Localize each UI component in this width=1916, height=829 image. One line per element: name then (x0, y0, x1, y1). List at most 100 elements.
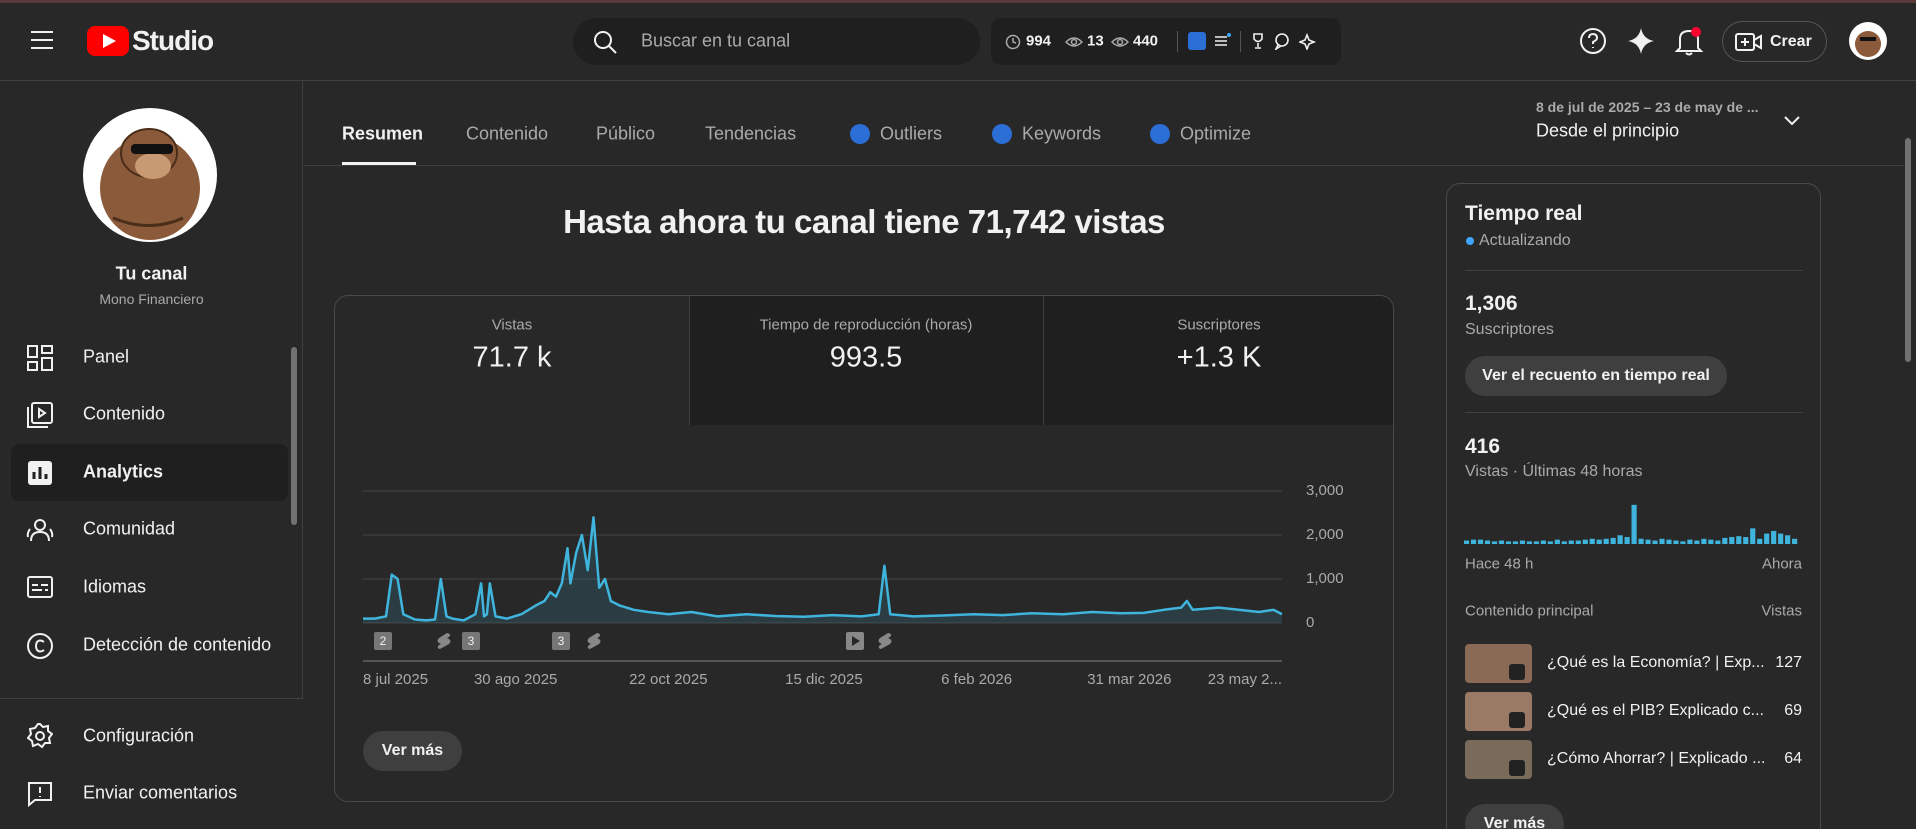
marker[interactable]: 3 (552, 632, 570, 650)
stats-pill[interactable]: 994 13 440 (991, 18, 1341, 65)
create-icon (1735, 33, 1762, 51)
realtime-title: Tiempo real (1465, 202, 1583, 225)
nav-icon[interactable] (27, 460, 53, 486)
subscriber-label: Suscriptores (1465, 321, 1554, 338)
content-views: 64 (1784, 750, 1802, 767)
chat-icon[interactable] (1273, 32, 1291, 50)
bell-icon[interactable] (1674, 25, 1704, 57)
tab[interactable]: Outliers (880, 123, 943, 144)
metric-value: 71.7 k (472, 341, 552, 374)
nav-icon[interactable] (26, 517, 54, 543)
scrollbar[interactable] (291, 347, 297, 525)
tab-active[interactable]: Resumen (342, 123, 424, 144)
divider (1240, 31, 1241, 52)
logo-text: Studio (132, 25, 214, 56)
nav-item[interactable]: Comunidad (83, 518, 176, 539)
sidebar: Tu canal Mono Financiero Panel Contenido… (0, 81, 303, 829)
tab-underline (342, 162, 416, 165)
shorts-marker[interactable] (436, 632, 452, 650)
divider (1465, 412, 1803, 413)
marker[interactable]: 3 (462, 632, 480, 650)
divider (1465, 270, 1803, 271)
shorts-marker[interactable] (586, 632, 602, 650)
tab[interactable]: Keywords (1022, 123, 1102, 144)
nav-item[interactable]: Idiomas (83, 576, 147, 597)
iq-icon (992, 124, 1012, 144)
channel-title: Tu canal (115, 263, 188, 284)
channel-name: Mono Financiero (99, 291, 204, 307)
date-range-label[interactable]: Desde el principio (1536, 120, 1680, 141)
nav-item[interactable]: Enviar comentarios (83, 782, 238, 803)
iq-icon[interactable] (1188, 32, 1206, 50)
divider (1043, 296, 1044, 425)
tab[interactable]: Contenido (466, 123, 549, 144)
trophy-icon[interactable] (1249, 32, 1267, 50)
nav-icon[interactable] (27, 633, 53, 659)
help-icon[interactable] (1578, 26, 1608, 56)
divider (1177, 31, 1178, 52)
create-button[interactable]: Crear (1722, 21, 1827, 62)
content-views: 69 (1784, 702, 1802, 719)
iq-icon (1150, 124, 1170, 144)
content-title[interactable]: ¿Qué es la Economía? | Exp... (1547, 654, 1765, 671)
menu-icon[interactable] (29, 29, 55, 51)
top-strip (0, 0, 1916, 3)
content-title[interactable]: ¿Cómo Ahorrar? | Explicado ... (1547, 750, 1766, 767)
overview-card: Vistas 71.7 k Tiempo de reproducción (ho… (334, 295, 1394, 802)
nav-item[interactable]: Panel (83, 346, 130, 367)
nav-item[interactable]: Configuración (83, 725, 195, 746)
thumbnail[interactable] (1465, 692, 1532, 731)
content-views: 127 (1775, 654, 1802, 671)
nav-item[interactable]: Contenido (83, 403, 166, 424)
metric-tabs-bg (689, 296, 1393, 425)
sidebar-footer: Configuración Enviar comentarios (0, 698, 303, 829)
nav-icon[interactable] (27, 345, 53, 371)
nav-item[interactable]: Detección de contenido (83, 634, 272, 655)
metric-label[interactable]: Suscriptores (1177, 316, 1261, 334)
account-avatar[interactable] (1848, 21, 1888, 61)
shorts-marker[interactable] (877, 632, 893, 650)
search-placeholder: Buscar en tu canal (641, 30, 791, 51)
realtime-card: Tiempo real Actualizando 1,306 Suscripto… (1446, 183, 1821, 829)
chevron[interactable] (1782, 114, 1802, 128)
feedback-icon[interactable] (27, 781, 53, 807)
metric-label[interactable]: Tiempo de reproducción (horas) (759, 316, 973, 334)
stat-views: 440 (1133, 32, 1159, 50)
metric-label[interactable]: Vistas (491, 316, 533, 334)
marker[interactable]: 2 (374, 632, 392, 650)
tab[interactable]: Optimize (1180, 123, 1252, 144)
more-button[interactable]: Ver más (363, 731, 462, 771)
divider (689, 296, 690, 425)
list-icon[interactable] (1213, 32, 1231, 50)
thumbnail[interactable] (1465, 740, 1532, 779)
realtime-button[interactable]: Ver el recuento en tiempo real (1465, 356, 1727, 396)
views-count: 416 (1465, 435, 1501, 458)
nav-icon[interactable] (27, 402, 53, 428)
video-marker[interactable] (846, 632, 864, 650)
search-box[interactable]: Buscar en tu canal (573, 18, 980, 65)
tab[interactable]: Público (596, 123, 656, 144)
more-button[interactable]: Ver más (1465, 804, 1564, 829)
nav-active-bg (11, 444, 288, 501)
eye-icon (1065, 37, 1083, 47)
tab[interactable]: Tendencias (705, 123, 797, 144)
thumbnail[interactable] (1465, 644, 1532, 683)
logo-icon[interactable] (87, 26, 129, 56)
realtime-status: Actualizando (1479, 232, 1571, 249)
top-content-label: Contenido principal (1465, 602, 1594, 620)
metric-value: 993.5 (829, 341, 903, 374)
clock-icon (1005, 34, 1021, 50)
content-title[interactable]: ¿Qué es el PIB? Explicado c... (1547, 702, 1764, 719)
page-scrollbar[interactable] (1905, 138, 1911, 362)
search-icon (594, 31, 617, 54)
ai-icon[interactable] (1626, 26, 1656, 56)
nav-item-active[interactable]: Analytics (83, 461, 164, 482)
stat-watch: 994 (1026, 32, 1052, 50)
bar-axis-label: Hace 48 h (1465, 555, 1534, 573)
channel-avatar[interactable] (83, 108, 217, 242)
nav-icon[interactable] (27, 575, 53, 599)
sparkle-icon[interactable] (1299, 32, 1317, 50)
header: Studio Buscar en tu canal 994 13 440 Cre… (0, 0, 1916, 81)
settings-icon[interactable] (27, 723, 53, 749)
metric-value: +1.3 K (1176, 341, 1262, 374)
